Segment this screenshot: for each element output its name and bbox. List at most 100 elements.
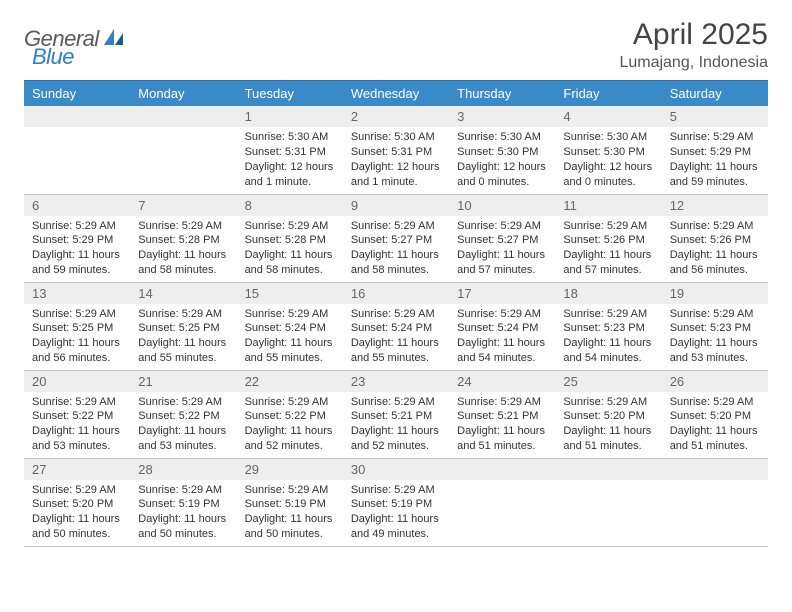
sunset-line: Sunset: 5:24 PM — [457, 321, 547, 336]
daylight-line: Daylight: 11 hours and 53 minutes. — [670, 336, 760, 366]
calendar-day-cell: 17Sunrise: 5:29 AMSunset: 5:24 PMDayligh… — [449, 282, 555, 370]
day-body — [24, 127, 130, 179]
day-number-bar: 16 — [343, 283, 449, 304]
day-number-bar: 10 — [449, 195, 555, 216]
sunrise-line: Sunrise: 5:29 AM — [670, 307, 760, 322]
day-body: Sunrise: 5:29 AMSunset: 5:21 PMDaylight:… — [343, 392, 449, 457]
sunrise-line: Sunrise: 5:30 AM — [563, 130, 653, 145]
sunset-line: Sunset: 5:31 PM — [245, 145, 335, 160]
calendar-day-cell: 22Sunrise: 5:29 AMSunset: 5:22 PMDayligh… — [237, 370, 343, 458]
daylight-line: Daylight: 12 hours and 1 minute. — [245, 160, 335, 190]
day-body — [449, 480, 555, 532]
sunrise-line: Sunrise: 5:29 AM — [32, 483, 122, 498]
sunset-line: Sunset: 5:27 PM — [457, 233, 547, 248]
day-body: Sunrise: 5:29 AMSunset: 5:28 PMDaylight:… — [130, 216, 236, 281]
calendar-day-cell: 14Sunrise: 5:29 AMSunset: 5:25 PMDayligh… — [130, 282, 236, 370]
calendar-week-row: 20Sunrise: 5:29 AMSunset: 5:22 PMDayligh… — [24, 370, 768, 458]
sunset-line: Sunset: 5:31 PM — [351, 145, 441, 160]
day-number-bar: 30 — [343, 459, 449, 480]
daylight-line: Daylight: 12 hours and 1 minute. — [351, 160, 441, 190]
day-body: Sunrise: 5:29 AMSunset: 5:27 PMDaylight:… — [449, 216, 555, 281]
sunrise-line: Sunrise: 5:29 AM — [138, 219, 228, 234]
daylight-line: Daylight: 11 hours and 57 minutes. — [457, 248, 547, 278]
sunset-line: Sunset: 5:26 PM — [563, 233, 653, 248]
calendar-day-cell: 24Sunrise: 5:29 AMSunset: 5:21 PMDayligh… — [449, 370, 555, 458]
day-number-bar: 20 — [24, 371, 130, 392]
weekday-header: Monday — [130, 81, 236, 107]
day-body: Sunrise: 5:29 AMSunset: 5:24 PMDaylight:… — [449, 304, 555, 369]
sunrise-line: Sunrise: 5:29 AM — [245, 219, 335, 234]
sunrise-line: Sunrise: 5:29 AM — [670, 219, 760, 234]
calendar-day-cell: 27Sunrise: 5:29 AMSunset: 5:20 PMDayligh… — [24, 458, 130, 546]
daylight-line: Daylight: 11 hours and 59 minutes. — [670, 160, 760, 190]
day-number-bar: 4 — [555, 106, 661, 127]
sunrise-line: Sunrise: 5:30 AM — [245, 130, 335, 145]
daylight-line: Daylight: 11 hours and 54 minutes. — [457, 336, 547, 366]
day-number-bar: 15 — [237, 283, 343, 304]
calendar-day-cell: 5Sunrise: 5:29 AMSunset: 5:29 PMDaylight… — [662, 106, 768, 194]
sunrise-line: Sunrise: 5:29 AM — [563, 219, 653, 234]
sunset-line: Sunset: 5:19 PM — [245, 497, 335, 512]
daylight-line: Daylight: 11 hours and 58 minutes. — [351, 248, 441, 278]
day-number-bar — [24, 106, 130, 127]
day-number-bar: 18 — [555, 283, 661, 304]
calendar-week-row: 13Sunrise: 5:29 AMSunset: 5:25 PMDayligh… — [24, 282, 768, 370]
daylight-line: Daylight: 12 hours and 0 minutes. — [563, 160, 653, 190]
day-body: Sunrise: 5:29 AMSunset: 5:21 PMDaylight:… — [449, 392, 555, 457]
day-body: Sunrise: 5:29 AMSunset: 5:24 PMDaylight:… — [343, 304, 449, 369]
sunrise-line: Sunrise: 5:29 AM — [670, 130, 760, 145]
daylight-line: Daylight: 11 hours and 51 minutes. — [670, 424, 760, 454]
daylight-line: Daylight: 11 hours and 57 minutes. — [563, 248, 653, 278]
sunset-line: Sunset: 5:22 PM — [245, 409, 335, 424]
day-number-bar: 23 — [343, 371, 449, 392]
day-body: Sunrise: 5:29 AMSunset: 5:29 PMDaylight:… — [662, 127, 768, 192]
sunrise-line: Sunrise: 5:29 AM — [32, 219, 122, 234]
calendar-day-cell: 11Sunrise: 5:29 AMSunset: 5:26 PMDayligh… — [555, 194, 661, 282]
daylight-line: Daylight: 11 hours and 55 minutes. — [138, 336, 228, 366]
day-body: Sunrise: 5:29 AMSunset: 5:26 PMDaylight:… — [555, 216, 661, 281]
calendar-day-cell — [555, 458, 661, 546]
day-number-bar — [662, 459, 768, 480]
sunset-line: Sunset: 5:21 PM — [457, 409, 547, 424]
calendar-day-cell: 23Sunrise: 5:29 AMSunset: 5:21 PMDayligh… — [343, 370, 449, 458]
calendar-day-cell: 13Sunrise: 5:29 AMSunset: 5:25 PMDayligh… — [24, 282, 130, 370]
sunrise-line: Sunrise: 5:29 AM — [245, 483, 335, 498]
sunset-line: Sunset: 5:23 PM — [670, 321, 760, 336]
sunset-line: Sunset: 5:21 PM — [351, 409, 441, 424]
sunrise-line: Sunrise: 5:29 AM — [457, 395, 547, 410]
location-label: Lumajang, Indonesia — [619, 54, 768, 72]
daylight-line: Daylight: 11 hours and 50 minutes. — [138, 512, 228, 542]
day-number-bar: 25 — [555, 371, 661, 392]
weekday-header: Friday — [555, 81, 661, 107]
sunset-line: Sunset: 5:29 PM — [670, 145, 760, 160]
sunset-line: Sunset: 5:24 PM — [351, 321, 441, 336]
daylight-line: Daylight: 11 hours and 53 minutes. — [32, 424, 122, 454]
sunset-line: Sunset: 5:20 PM — [670, 409, 760, 424]
calendar-day-cell: 12Sunrise: 5:29 AMSunset: 5:26 PMDayligh… — [662, 194, 768, 282]
page: General April 2025 Lumajang, Indonesia B… — [0, 0, 792, 557]
day-number-bar: 8 — [237, 195, 343, 216]
sunrise-line: Sunrise: 5:29 AM — [563, 307, 653, 322]
logo-sub: Blue — [32, 44, 74, 70]
calendar-day-cell: 8Sunrise: 5:29 AMSunset: 5:28 PMDaylight… — [237, 194, 343, 282]
sunrise-line: Sunrise: 5:29 AM — [351, 483, 441, 498]
day-number-bar: 28 — [130, 459, 236, 480]
sunset-line: Sunset: 5:30 PM — [457, 145, 547, 160]
sunset-line: Sunset: 5:20 PM — [32, 497, 122, 512]
weekday-header: Wednesday — [343, 81, 449, 107]
sunrise-line: Sunrise: 5:30 AM — [457, 130, 547, 145]
day-number-bar: 2 — [343, 106, 449, 127]
calendar-day-cell: 9Sunrise: 5:29 AMSunset: 5:27 PMDaylight… — [343, 194, 449, 282]
sunrise-line: Sunrise: 5:29 AM — [138, 395, 228, 410]
day-body: Sunrise: 5:29 AMSunset: 5:22 PMDaylight:… — [237, 392, 343, 457]
day-body: Sunrise: 5:29 AMSunset: 5:20 PMDaylight:… — [555, 392, 661, 457]
sunset-line: Sunset: 5:30 PM — [563, 145, 653, 160]
day-body: Sunrise: 5:29 AMSunset: 5:19 PMDaylight:… — [343, 480, 449, 545]
day-number-bar: 9 — [343, 195, 449, 216]
logo-sail-icon — [103, 27, 125, 52]
day-number-bar: 5 — [662, 106, 768, 127]
day-body: Sunrise: 5:30 AMSunset: 5:30 PMDaylight:… — [449, 127, 555, 192]
daylight-line: Daylight: 11 hours and 56 minutes. — [670, 248, 760, 278]
daylight-line: Daylight: 11 hours and 54 minutes. — [563, 336, 653, 366]
calendar-day-cell: 3Sunrise: 5:30 AMSunset: 5:30 PMDaylight… — [449, 106, 555, 194]
